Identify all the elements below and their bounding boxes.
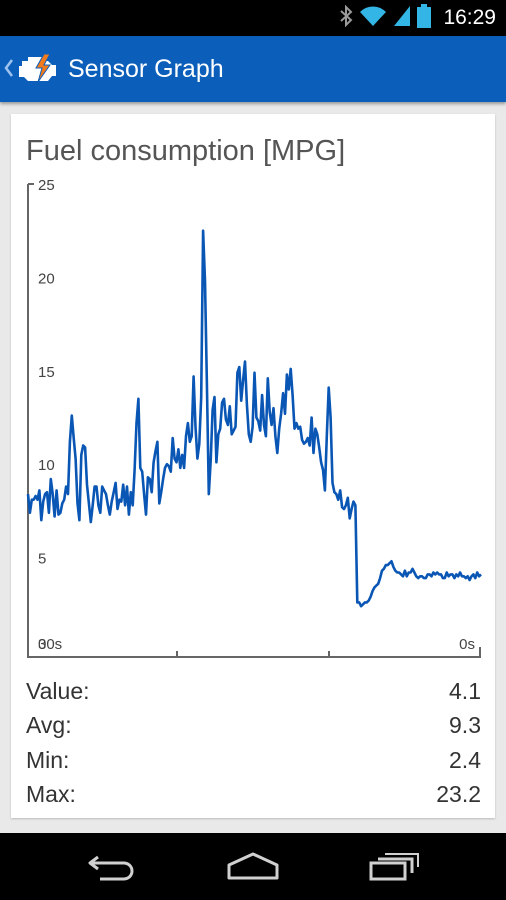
up-chevron-icon[interactable] [4, 58, 14, 83]
y-tick-label: 5 [38, 551, 46, 568]
check-engine-icon[interactable] [16, 52, 62, 91]
fuel-consumption-chart: 0 5 10 15 20 25 30s 0s [26, 177, 482, 658]
bluetooth-icon [339, 4, 353, 32]
stat-row-max: Max: 23.2 [26, 778, 481, 813]
stat-label: Value: [26, 677, 90, 704]
stat-value: 23.2 [436, 781, 481, 808]
status-bar: 16:29 [0, 0, 506, 36]
y-tick-label: 20 [38, 270, 55, 287]
y-tick-label: 15 [38, 364, 55, 381]
action-bar: Sensor Graph [0, 36, 506, 102]
y-tick-label: 10 [38, 457, 55, 474]
stat-label: Max: [26, 781, 76, 808]
x-tick-label: 0s [459, 636, 475, 653]
home-icon [227, 852, 279, 880]
stat-value: 4.1 [449, 677, 481, 704]
stat-row-avg: Avg: 9.3 [26, 709, 481, 744]
stats-list: Value: 4.1 Avg: 9.3 Min: 2.4 Max: 23.2 [26, 674, 481, 812]
back-icon [88, 855, 134, 881]
stat-value: 9.3 [449, 712, 481, 739]
series-line [26, 229, 482, 608]
stat-row-value: Value: 4.1 [26, 674, 481, 709]
recent-apps-button[interactable] [368, 851, 420, 886]
signal-icon [393, 5, 411, 32]
stat-label: Min: [26, 746, 70, 773]
recent-apps-icon [369, 853, 419, 881]
y-tick-label: 25 [38, 177, 55, 194]
back-button[interactable] [86, 851, 138, 886]
navigation-bar [0, 833, 506, 900]
stat-row-min: Min: 2.4 [26, 743, 481, 778]
sensor-card: Fuel consumption [MPG] 0 5 10 15 20 25 30s 0s … [11, 114, 495, 818]
home-button[interactable] [226, 851, 280, 886]
card-title: Fuel consumption [MPG] [26, 135, 346, 167]
x-tick-label: 30s [38, 636, 62, 653]
status-icons: 16:29 [339, 0, 506, 36]
y-tick-label: 0 [38, 636, 46, 653]
status-time: 16:29 [443, 6, 496, 29]
battery-icon [417, 3, 432, 33]
action-bar-title: Sensor Graph [68, 55, 224, 83]
wifi-icon [359, 5, 387, 32]
stat-value: 2.4 [449, 746, 481, 773]
stat-label: Avg: [26, 712, 72, 739]
